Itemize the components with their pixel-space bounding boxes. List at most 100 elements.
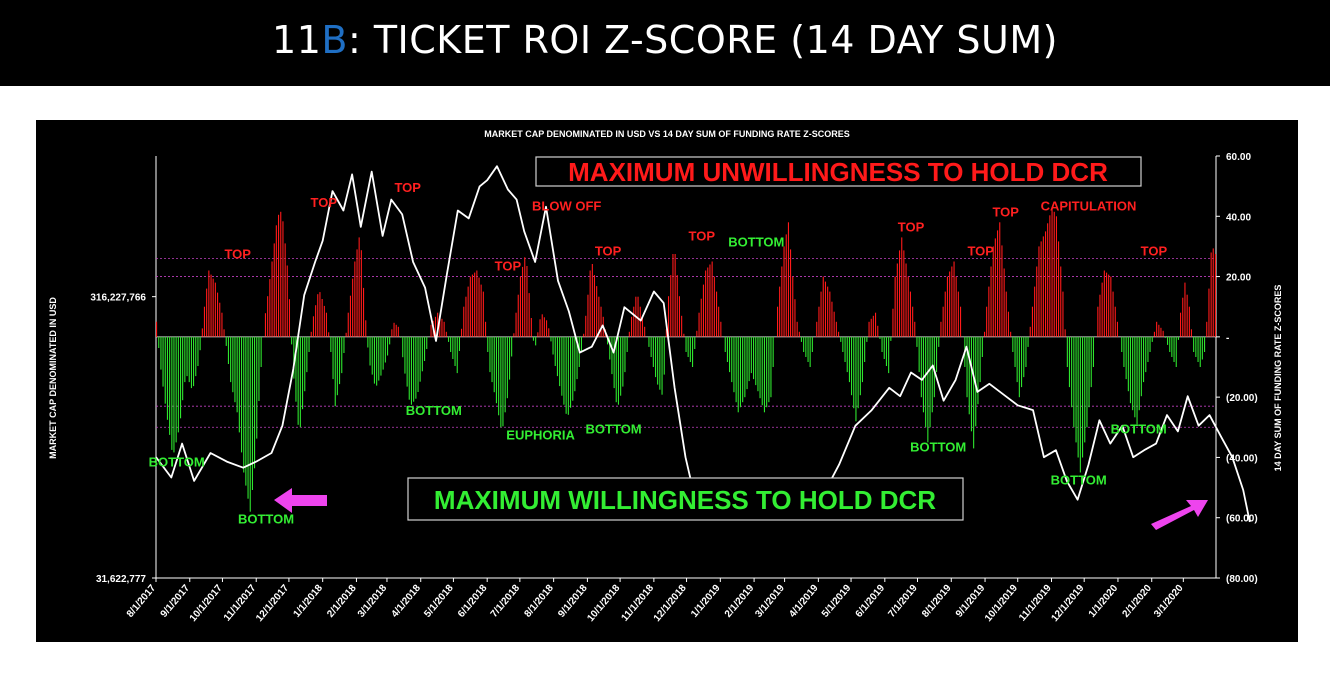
z-score-bar xyxy=(768,336,770,403)
z-score-bar xyxy=(890,336,892,341)
z-score-bar xyxy=(665,329,667,337)
z-score-bar xyxy=(766,336,768,408)
z-score-bar xyxy=(1127,336,1129,392)
z-score-bar xyxy=(299,336,301,428)
slide-title-accent: B xyxy=(321,18,348,62)
z-score-bar xyxy=(400,336,402,338)
z-score-bar xyxy=(885,336,887,366)
z-score-bar xyxy=(297,336,299,425)
z-score-bar xyxy=(519,276,521,337)
z-score-bar xyxy=(840,336,842,342)
z-score-bar xyxy=(306,336,308,373)
z-score-bar xyxy=(678,296,680,337)
z-score-bar xyxy=(517,294,519,337)
z-score-bar xyxy=(1156,321,1158,337)
annotation-layer: MAXIMUM UNWILLINGNESS TO HOLD DCR MAXIMUM… xyxy=(149,156,1208,530)
bottom-label: BOTTOM xyxy=(238,512,294,527)
x-axis: 8/1/2017 9/1/201710/1/201711/1/201712/1/2… xyxy=(125,578,1186,624)
z-score-bar xyxy=(232,336,234,393)
z-score-bar xyxy=(1164,336,1166,338)
z-score-bar xyxy=(347,312,349,337)
z-score-bar xyxy=(258,336,260,401)
z-score-bar xyxy=(929,336,931,428)
z-score-bar xyxy=(367,336,369,348)
z-score-bar xyxy=(572,336,574,401)
z-score-bar xyxy=(951,266,953,337)
z-score-bar xyxy=(888,336,890,374)
slide-header: 11B: TICKET ROI Z-SCORE (14 DAY SUM) xyxy=(0,0,1330,86)
z-score-bar xyxy=(1160,327,1162,337)
z-score-bar xyxy=(946,276,948,337)
x-axis-tick-label: 6/1/2018 xyxy=(456,583,490,620)
z-score-bar xyxy=(1082,336,1084,458)
z-score-bar xyxy=(1212,248,1214,337)
z-score-bar xyxy=(866,336,868,342)
bottom-label: BOTTOM xyxy=(149,455,205,470)
z-score-bar xyxy=(1042,236,1044,337)
right-axis-label: 14 DAY SUM OF FUNDING RATE Z-SCORES xyxy=(1273,285,1283,472)
z-score-bar xyxy=(356,249,358,337)
z-score-bar xyxy=(478,277,480,337)
top-label: TOP xyxy=(967,244,994,259)
z-score-bar xyxy=(251,336,253,490)
z-score-bar xyxy=(859,336,861,396)
z-score-bar xyxy=(842,336,844,352)
z-score-bar xyxy=(260,336,262,367)
z-score-bar xyxy=(1040,241,1042,337)
z-score-bar xyxy=(284,243,286,337)
z-score-bar xyxy=(1029,326,1031,337)
z-score-bar xyxy=(822,276,824,337)
z-score-bar xyxy=(1193,336,1195,352)
z-score-bar xyxy=(851,336,853,396)
x-axis-tick-label: 12/1/2018 xyxy=(652,582,689,623)
z-score-bar xyxy=(746,336,748,390)
z-score-bar xyxy=(650,336,652,357)
z-score-bar xyxy=(160,336,162,370)
left-axis-tick-label: 31,622,777 xyxy=(96,574,146,585)
z-score-bar xyxy=(561,336,563,396)
z-score-bar xyxy=(509,336,511,380)
z-score-bar xyxy=(1123,336,1125,367)
z-score-bar xyxy=(757,336,759,392)
z-score-bar xyxy=(413,336,415,402)
market-cap-line xyxy=(155,165,1251,523)
z-score-bar xyxy=(271,261,273,337)
z-score-bar xyxy=(753,336,755,380)
z-score-bar xyxy=(445,331,447,337)
z-score-bar xyxy=(245,336,247,486)
x-axis-tick-label: 10/1/2017 xyxy=(188,583,225,624)
z-score-bar xyxy=(526,266,528,337)
z-score-bar xyxy=(827,286,829,337)
bottom-label: BOTTOM xyxy=(910,439,966,454)
z-score-bar xyxy=(938,336,940,347)
z-score-bar xyxy=(302,336,304,410)
top-label: TOP xyxy=(394,180,421,195)
z-score-bar xyxy=(1195,336,1197,357)
z-score-bar xyxy=(199,336,201,351)
z-score-bar xyxy=(354,261,356,337)
z-score-bar xyxy=(628,331,630,337)
z-score-bar xyxy=(415,336,417,399)
left-arrow-icon xyxy=(274,488,327,513)
z-score-bar xyxy=(310,331,312,337)
z-score-bar xyxy=(611,336,613,375)
right-axis-tick-label: (80.00) xyxy=(1226,574,1258,585)
z-score-bar xyxy=(966,336,968,398)
z-score-bar xyxy=(737,336,739,413)
z-score-bar xyxy=(905,263,907,337)
z-score-bar xyxy=(543,317,545,337)
z-score-bar xyxy=(759,336,761,399)
z-score-bar xyxy=(382,336,384,370)
z-score-bar xyxy=(1077,336,1079,458)
z-score-bar xyxy=(537,332,539,337)
left-axis: 316,227,766 31,622,777 xyxy=(90,293,156,585)
z-score-bar xyxy=(957,291,959,337)
z-score-bar xyxy=(785,234,787,337)
x-axis-tick-label: 7/1/2018 xyxy=(489,583,523,620)
z-score-bar xyxy=(1010,331,1012,337)
z-score-bar xyxy=(312,316,314,337)
z-score-bar xyxy=(378,336,380,381)
z-score-bar xyxy=(909,291,911,337)
z-score-bar xyxy=(325,312,327,337)
z-score-bar xyxy=(1140,336,1142,397)
